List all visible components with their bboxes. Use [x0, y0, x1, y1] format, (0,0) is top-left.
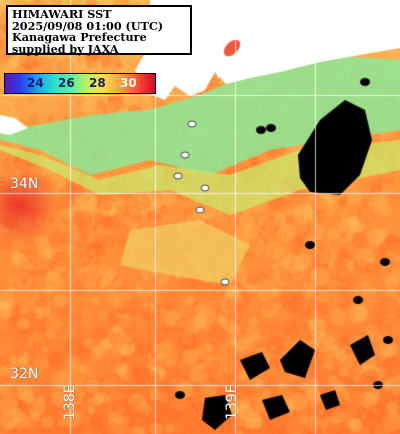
title-box: HIMAWARI SST 2025/09/08 01:00 (UTC) Kana…	[6, 5, 192, 55]
scale-tick-30: 30	[120, 76, 137, 90]
scale-tick-26: 26	[58, 76, 75, 90]
scale-tick-24: 24	[27, 76, 44, 90]
title-line-4: supplied by JAXA	[12, 41, 119, 56]
lat-label-32n: 32N	[10, 366, 39, 382]
lon-label-139e: 139E	[224, 384, 240, 420]
title-line-2: 2025/09/08 01:00 (UTC)	[12, 18, 164, 33]
lon-label-138e: 138E	[62, 384, 78, 420]
title-line-3: Kanagawa Prefecture	[12, 30, 147, 44]
lat-label-34n: 34N	[10, 176, 39, 192]
title-line-1: HIMAWARI SST	[12, 7, 112, 21]
scale-tick-28: 28	[89, 76, 106, 90]
color-scale-bar: 24 26 28 30	[4, 73, 156, 94]
